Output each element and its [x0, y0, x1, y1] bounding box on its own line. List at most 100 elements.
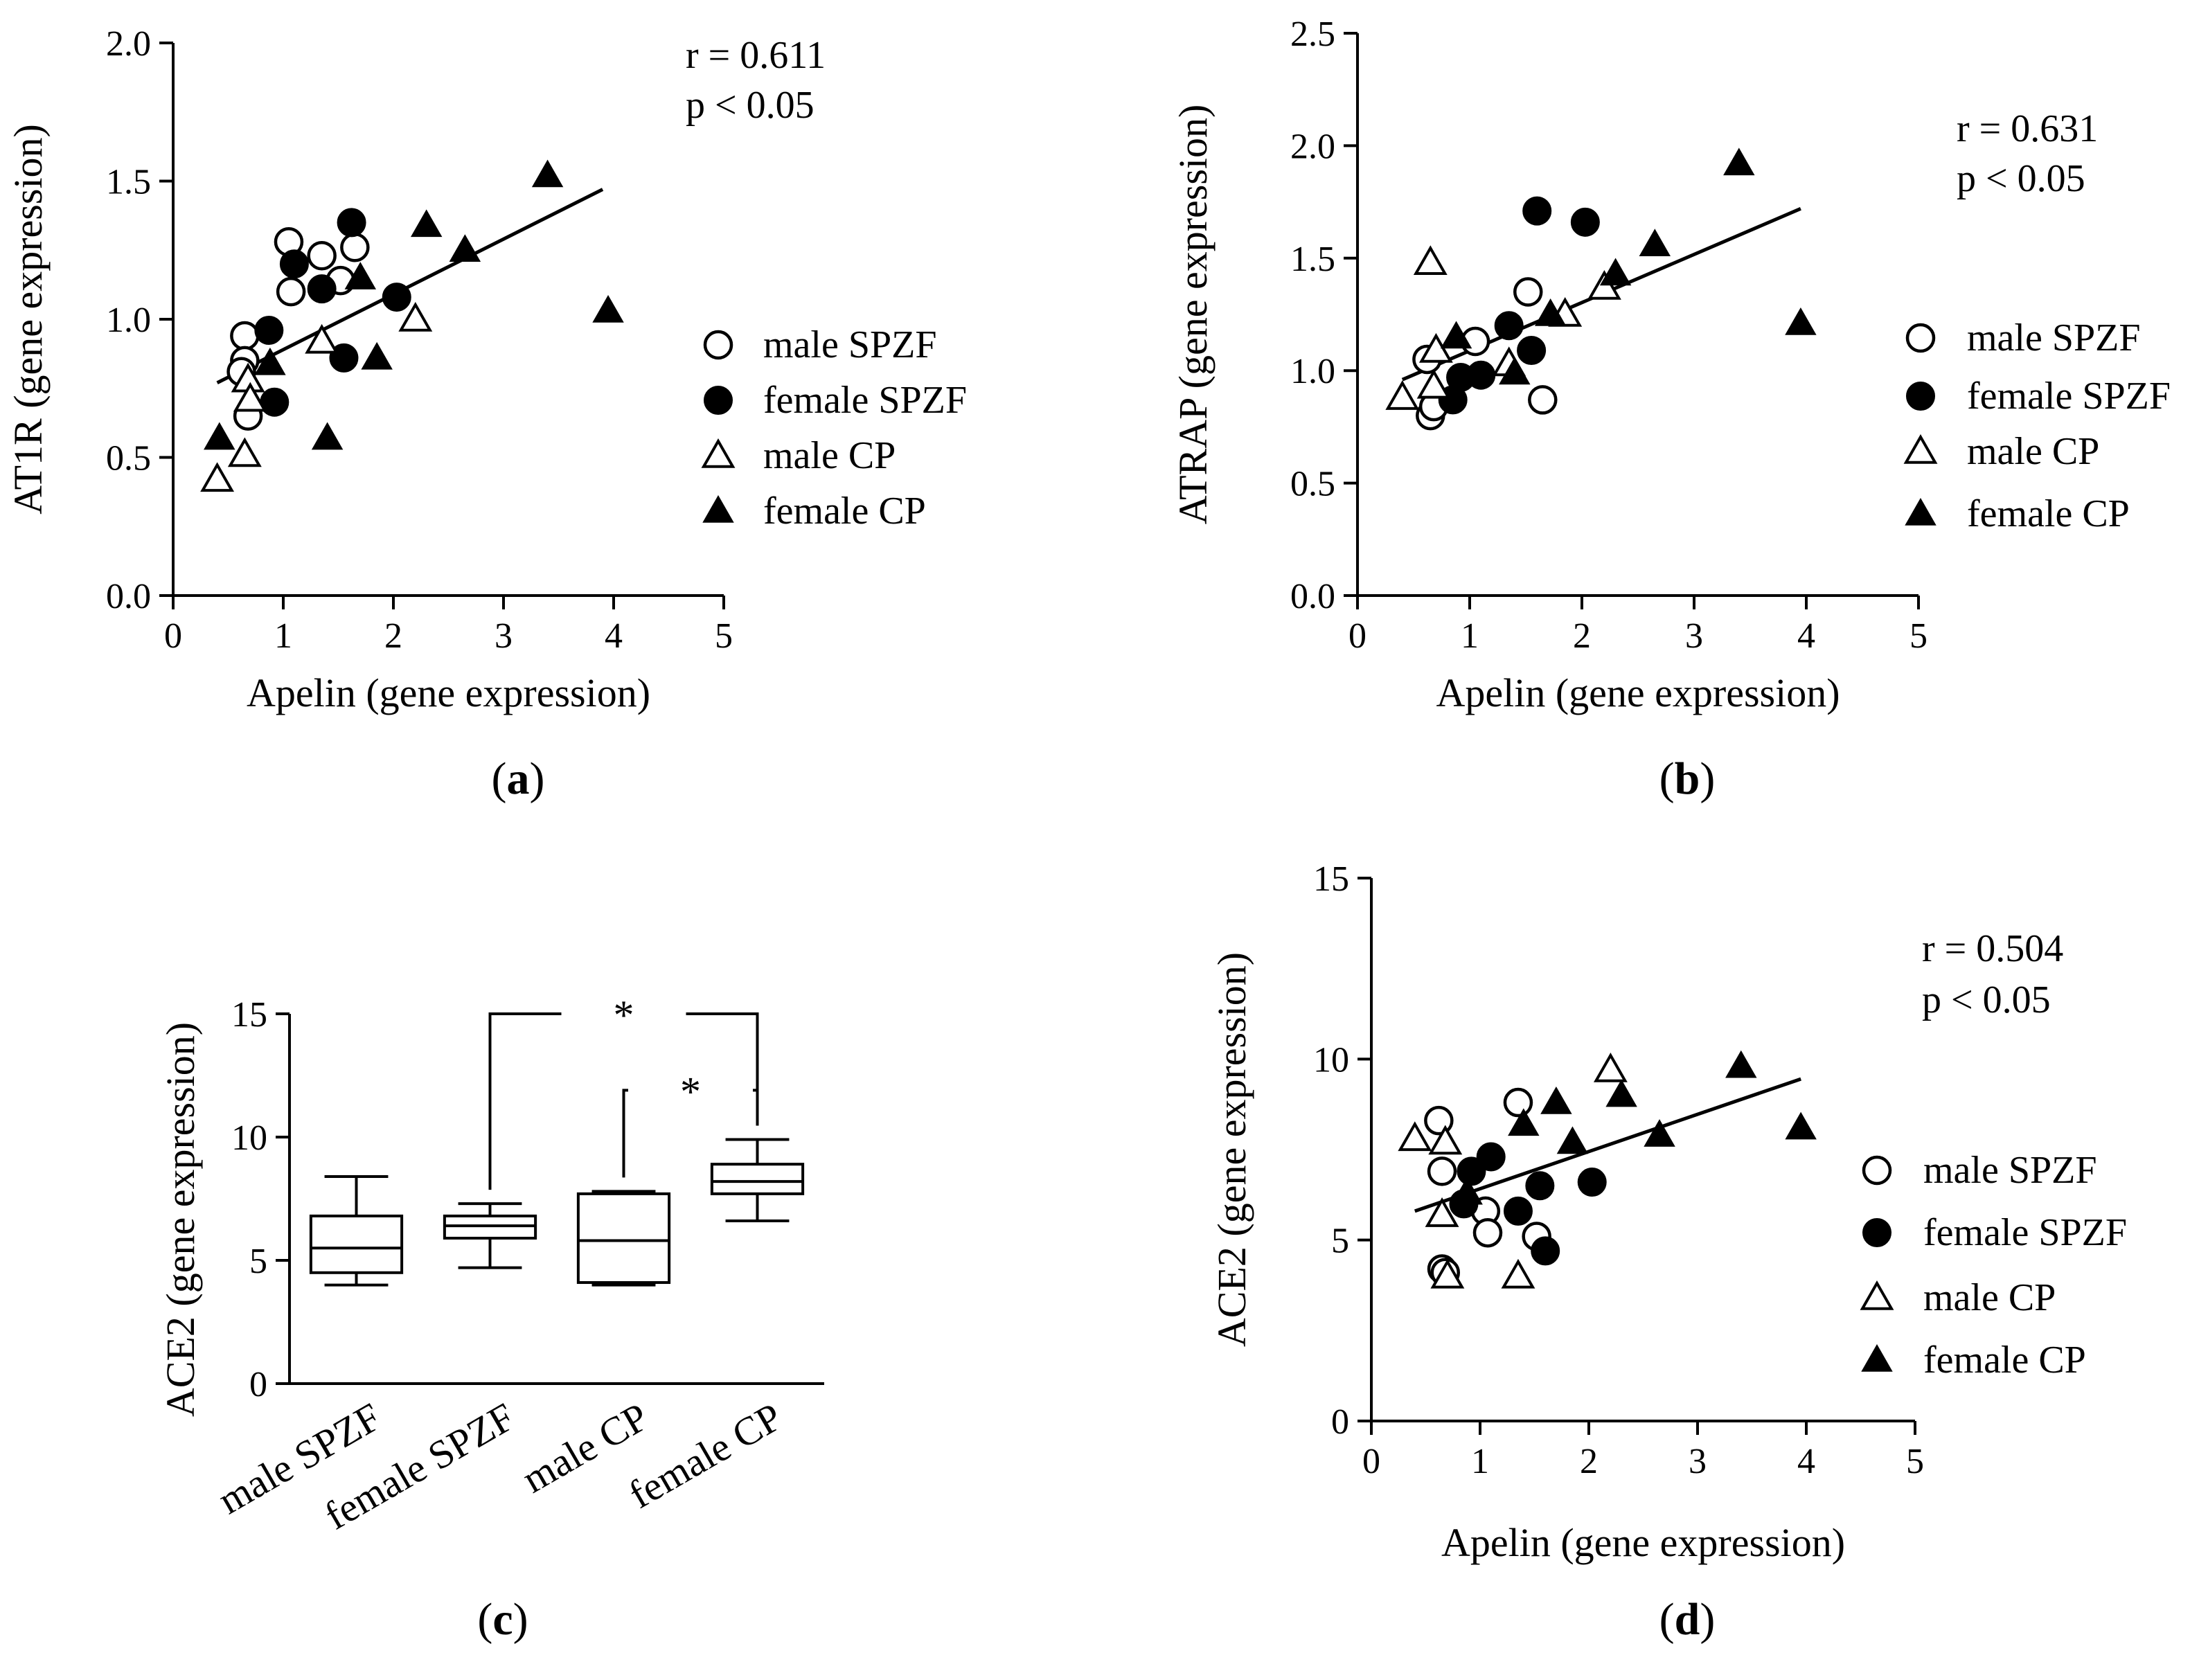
y-tick-label: 15: [231, 995, 267, 1035]
legend-label: female SPZF: [763, 379, 967, 422]
panel-label: (c): [477, 1594, 528, 1645]
data-point: [307, 240, 337, 271]
regression-line: [216, 188, 604, 385]
data-point: [337, 208, 366, 238]
x-tick-label: 1: [274, 616, 292, 656]
x-tick-label: 0: [1362, 1442, 1380, 1481]
data-point: [1785, 1111, 1817, 1140]
panel-label-part: d: [1675, 1594, 1700, 1645]
x-tick-label: 3: [1689, 1442, 1707, 1481]
legend-label: female CP: [1923, 1339, 2086, 1382]
legend-marker: [1905, 497, 1937, 526]
x-tick-label: 5: [1906, 1442, 1924, 1481]
data-point: [1440, 321, 1472, 349]
legend-label: male SPZF: [1923, 1149, 2096, 1192]
y-tick-label: 0.0: [106, 577, 151, 616]
box: [576, 1192, 671, 1285]
y-tick-label: 0: [249, 1365, 267, 1404]
data-point: [1540, 1087, 1572, 1114]
x-axis-label: Apelin (gene expression): [247, 670, 650, 715]
y-tick-label: 0.5: [106, 439, 151, 479]
panel-d: 0 1 2 3 4 5 0 5 10 15 Apelin (gene expression) ACE2…: [1209, 859, 2127, 1645]
x-tick-label: 4: [1797, 1442, 1815, 1481]
y-tick-label: 1.0: [106, 301, 151, 340]
data-point: [1427, 1156, 1457, 1186]
legend-marker: [703, 330, 733, 360]
x-tick-label: 0: [164, 616, 182, 656]
data-point: [1593, 1052, 1628, 1082]
stat-annotation: r = 0.611: [686, 34, 826, 77]
data-point: [1494, 311, 1524, 341]
y-tick-label: 1.5: [106, 163, 151, 202]
y-tick-label: 2.5: [1290, 15, 1335, 54]
data-point: [1534, 298, 1567, 326]
panel-label-part: ): [1700, 1594, 1715, 1645]
panel-a: 0 1 2 3 4 5 0.0 0.5 1.0 1.5 2.0 Apelin (gene expres…: [6, 24, 967, 804]
data-point: [1725, 1050, 1757, 1078]
legend-label: male SPZF: [763, 323, 936, 366]
y-tick-label: 5: [249, 1242, 267, 1281]
x-tick-label: 0: [1348, 616, 1366, 656]
x-tick-label: 1: [1461, 616, 1479, 656]
data-point: [260, 387, 290, 417]
significance-bracket: [622, 1089, 628, 1178]
x-tick-label: 5: [1909, 616, 1928, 656]
category-label: female CP: [621, 1394, 790, 1517]
legend-label: male CP: [763, 434, 896, 477]
data-point: [1503, 1087, 1533, 1118]
data-point: [1528, 385, 1558, 415]
data-point: [592, 295, 624, 323]
x-tick-label: 5: [715, 616, 733, 656]
data-point: [233, 382, 267, 412]
significance-star: *: [680, 1069, 701, 1114]
x-tick-label: 2: [1573, 616, 1591, 656]
data-point: [410, 209, 443, 238]
panel-label-part: ): [530, 753, 545, 804]
panel-label: (d): [1659, 1594, 1716, 1645]
legend-marker: [1860, 1280, 1894, 1310]
data-point: [1517, 335, 1547, 365]
data-point: [254, 347, 286, 375]
data-point: [1508, 1108, 1540, 1136]
legend-marker: [1862, 1218, 1891, 1247]
data-point: [1416, 368, 1451, 399]
legend-marker: [1903, 434, 1938, 464]
panel-label-part: a: [507, 753, 530, 804]
data-point: [1644, 1119, 1675, 1147]
data-point: [1472, 1217, 1503, 1248]
panel-label-part: (: [1659, 753, 1675, 804]
data-point: [1425, 1197, 1459, 1227]
data-point: [305, 323, 339, 354]
significance-star: *: [614, 992, 634, 1038]
data-point: [200, 462, 235, 492]
data-point: [398, 301, 433, 332]
data-point: [361, 341, 393, 370]
legend-label: female CP: [1967, 492, 2130, 535]
data-point: [1605, 1079, 1637, 1107]
data-point: [1385, 380, 1420, 410]
data-point: [1531, 1236, 1560, 1266]
panel-label-part: b: [1675, 753, 1700, 804]
data-point: [1430, 1258, 1465, 1289]
data-point: [1522, 196, 1552, 226]
data-point: [1413, 245, 1448, 276]
data-point: [1570, 207, 1600, 237]
legend-marker: [1906, 382, 1935, 411]
data-point: [254, 315, 284, 345]
regression-line: [1414, 1077, 1801, 1213]
stat-annotation: p < 0.05: [1957, 157, 2085, 200]
data-point: [1785, 307, 1817, 335]
data-point: [1587, 269, 1621, 300]
panel-b: 0 1 2 3 4 5 0.0 0.5 1.0 1.5 2.0 2.5 Apelin (gene exp…: [1170, 15, 2171, 804]
x-tick-label: 2: [1580, 1442, 1598, 1481]
data-point: [531, 159, 564, 188]
data-point: [1503, 1196, 1533, 1226]
data-point: [382, 283, 411, 312]
data-point: [230, 321, 260, 351]
y-tick-label: 1.5: [1290, 240, 1335, 279]
panel-label: (b): [1659, 753, 1716, 804]
data-point: [1476, 1142, 1506, 1172]
panel-label: (a): [492, 753, 545, 804]
data-point: [1525, 1171, 1555, 1201]
